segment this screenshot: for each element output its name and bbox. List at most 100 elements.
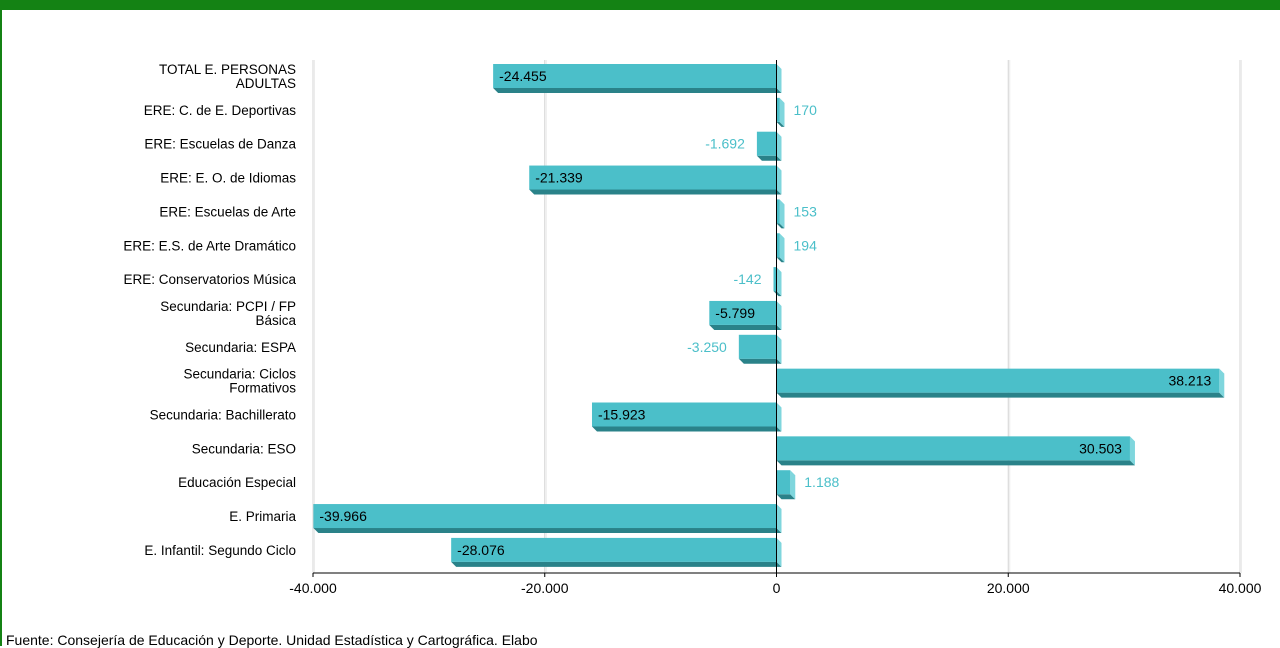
x-tick-label: 20.000 <box>987 580 1030 596</box>
bar <box>529 165 782 195</box>
bar-side-face <box>779 97 785 127</box>
category-label: Secundaria: Bachillerato <box>150 408 296 423</box>
bar-face <box>709 300 777 325</box>
x-tick-label: 0 <box>773 580 781 596</box>
bar <box>493 64 782 93</box>
bar <box>776 97 785 127</box>
bar-side-face <box>776 537 782 567</box>
category-label: Secundaria: Ciclos <box>183 367 296 382</box>
bar-bottom-face <box>313 528 782 534</box>
bar-value-label: -39.966 <box>319 508 367 524</box>
bar-value-label: 1.188 <box>804 474 839 490</box>
bar-face <box>493 64 777 88</box>
bar-value-label: -5.799 <box>715 305 755 321</box>
bar <box>776 436 1135 466</box>
bar <box>756 131 782 161</box>
bar-face <box>776 233 780 258</box>
bar-value-label: -21.339 <box>535 170 583 186</box>
bar-face <box>776 97 780 122</box>
bar <box>776 368 1225 398</box>
bar-face <box>776 368 1220 393</box>
bar <box>776 470 796 500</box>
bar-bottom-face <box>451 561 782 567</box>
bar-bottom-face <box>529 189 782 195</box>
bar-side-face <box>790 470 796 500</box>
category-label: ERE: Conservatorios Música <box>123 272 296 287</box>
bar-face <box>756 131 777 156</box>
x-tick-label: -20.000 <box>521 580 569 596</box>
bar-bottom-face <box>776 257 785 263</box>
bar-value-label: 170 <box>794 102 818 118</box>
bar-side-face <box>776 267 782 297</box>
bar-bottom-face <box>776 121 785 127</box>
bar-bottom-face <box>773 291 782 297</box>
x-tick-label: -40.000 <box>289 580 337 596</box>
category-label: TOTAL E. PERSONAS <box>159 62 296 77</box>
category-label: Educación Especial <box>178 475 296 490</box>
bar-value-label: -15.923 <box>598 407 646 423</box>
bar-side-face <box>779 233 785 263</box>
bar <box>776 233 785 263</box>
bar <box>591 402 782 432</box>
bar-value-label: -3.250 <box>687 339 727 355</box>
bar-bottom-face <box>776 392 1225 398</box>
bar-face <box>591 402 777 427</box>
bar-bottom-face <box>591 426 782 432</box>
bar-side-face <box>776 300 782 330</box>
bar-side-face <box>1129 436 1135 466</box>
category-label: Formativos <box>229 381 296 396</box>
bar-bottom-face <box>709 324 782 330</box>
bar-chart: -40.000 -20.000 0 20.000 40.000 -24.455 TOTAL … <box>123 60 1262 596</box>
header-bar <box>0 0 1280 10</box>
bar <box>738 334 782 364</box>
bar-value-label: 194 <box>794 237 818 253</box>
category-label: Básica <box>255 313 296 328</box>
bar <box>773 267 782 297</box>
bar-face <box>776 199 780 224</box>
bar <box>451 537 782 567</box>
category-label: E. Primaria <box>229 509 296 524</box>
category-label: ERE: Escuelas de Arte <box>159 204 296 219</box>
bar-face <box>451 537 777 562</box>
bar-bottom-face <box>776 494 796 500</box>
bar-side-face <box>776 402 782 432</box>
source-note: Fuente: Consejería de Educación y Deport… <box>6 632 538 648</box>
category-label: ERE: C. de E. Deportivas <box>144 103 297 118</box>
bar-value-label: 153 <box>794 203 818 219</box>
bar <box>776 199 785 229</box>
x-tick-label: 40.000 <box>1219 580 1262 596</box>
bar-value-label: -28.076 <box>457 542 505 558</box>
bar-value-label: -1.692 <box>705 136 745 152</box>
category-label: Secundaria: ESO <box>192 441 296 456</box>
category-label: ERE: E. O. de Idiomas <box>160 171 296 186</box>
category-label: ADULTAS <box>236 76 296 91</box>
bar-value-label: 38.213 <box>1168 373 1211 389</box>
bar-bottom-face <box>756 155 782 161</box>
bar-value-label: 30.503 <box>1079 440 1122 456</box>
bar-side-face <box>776 64 782 93</box>
bar-face <box>313 504 777 529</box>
bar-value-label: -24.455 <box>499 68 547 84</box>
bar-side-face <box>1219 368 1225 398</box>
bar-side-face <box>779 199 785 229</box>
bar-value-label: -142 <box>733 271 761 287</box>
bar <box>709 300 782 330</box>
bar-side-face <box>776 131 782 161</box>
bar-bottom-face <box>776 460 1135 466</box>
category-label: ERE: Escuelas de Danza <box>144 137 296 152</box>
category-label: Secundaria: PCPI / FP <box>160 299 296 314</box>
category-label: E. Infantil: Segundo Ciclo <box>144 543 296 558</box>
bar-face <box>776 470 791 495</box>
left-border <box>0 10 2 646</box>
bar-face <box>776 436 1130 461</box>
bar-face <box>773 267 777 292</box>
bar <box>313 504 782 534</box>
bar-face <box>529 165 777 190</box>
bar-bottom-face <box>776 223 785 229</box>
bar-bottom-face <box>493 88 782 93</box>
bar-bottom-face <box>738 358 782 364</box>
category-label: ERE: E.S. de Arte Dramático <box>123 238 296 253</box>
bar-side-face <box>776 165 782 195</box>
bar-side-face <box>776 504 782 534</box>
bar-side-face <box>776 334 782 364</box>
